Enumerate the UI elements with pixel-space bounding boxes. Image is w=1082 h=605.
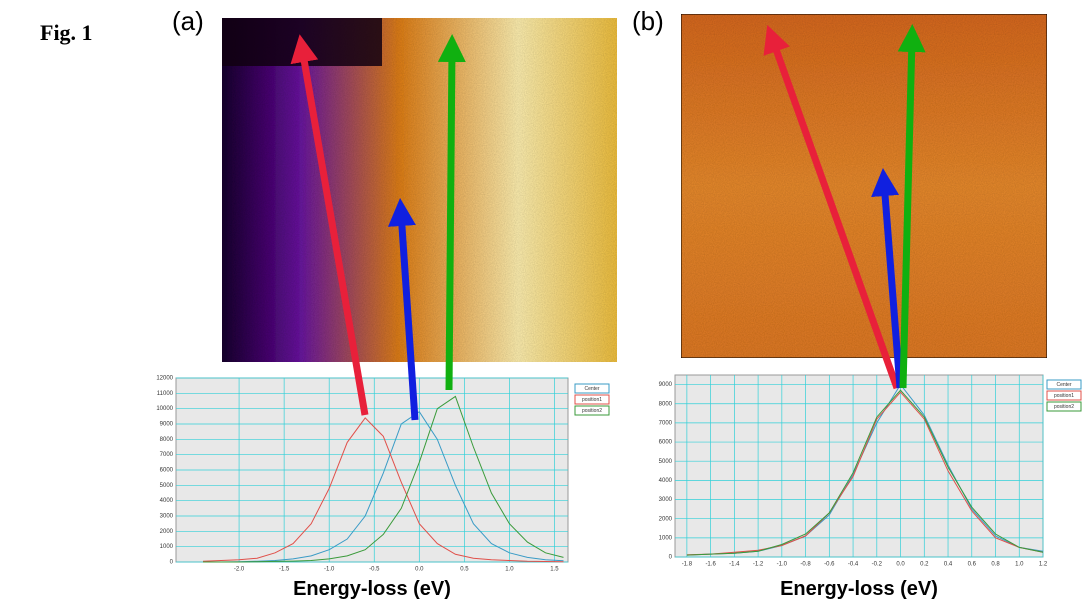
panel-label: (b) xyxy=(632,6,664,36)
y-tick-label: 3000 xyxy=(160,514,174,520)
legend-label: position1 xyxy=(1054,393,1074,399)
arrow xyxy=(763,24,901,390)
x-tick-label: 1.0 xyxy=(1015,562,1024,568)
y-tick-label: 9000 xyxy=(160,422,174,428)
legend-label: position2 xyxy=(582,408,602,414)
arrow xyxy=(387,198,419,421)
x-axis-label: Energy-loss (eV) xyxy=(780,578,938,600)
plots: (a) 0 1000 2000 3000 4000 5000 6000 7000 8000 9000… xyxy=(156,6,1082,600)
x-tick-label: -0.6 xyxy=(824,562,835,568)
image-a xyxy=(222,18,617,362)
series-line xyxy=(202,417,564,563)
x-tick-label: 1.0 xyxy=(505,567,514,573)
x-tick-label: -1.4 xyxy=(729,562,740,568)
series-line xyxy=(686,391,1044,556)
y-tick-label: 12000 xyxy=(156,376,173,382)
x-tick-label: -0.4 xyxy=(848,562,859,568)
y-tick-label: 0 xyxy=(669,555,673,561)
figure-label: Fig. 1 xyxy=(40,20,93,45)
x-tick-label: -0.5 xyxy=(369,567,380,573)
arrow xyxy=(897,24,926,389)
panel-label: (a) xyxy=(172,6,204,36)
plot-area xyxy=(674,374,1044,558)
y-tick-label: 4000 xyxy=(160,498,174,504)
x-axis-label: Energy-loss (eV) xyxy=(293,578,451,600)
y-tick-label: 8000 xyxy=(160,437,174,443)
x-tick-label: -1.0 xyxy=(324,567,335,573)
x-tick-label: 0.6 xyxy=(968,562,977,568)
legend-label: position1 xyxy=(582,397,602,403)
y-tick-label: 11000 xyxy=(157,391,174,397)
y-tick-label: 5000 xyxy=(160,483,174,489)
x-tick-label: -1.5 xyxy=(279,567,290,573)
x-tick-label: -1.8 xyxy=(682,562,693,568)
y-tick-label: 10000 xyxy=(156,406,173,412)
series-line xyxy=(686,389,1044,556)
series-line xyxy=(203,410,564,563)
x-tick-label: -1.6 xyxy=(705,562,716,568)
legend-box xyxy=(574,405,610,416)
x-tick-label: -2.0 xyxy=(234,567,245,573)
legend-box xyxy=(1046,390,1082,401)
y-tick-label: 7000 xyxy=(160,452,174,458)
x-tick-label: -1.0 xyxy=(777,562,788,568)
arrow xyxy=(871,168,904,389)
image-b xyxy=(680,13,1048,359)
x-tick-label: 1.5 xyxy=(550,567,559,573)
x-tick-label: 0.0 xyxy=(896,562,905,568)
y-tick-label: 8000 xyxy=(659,401,673,407)
x-tick-label: -0.8 xyxy=(800,562,811,568)
legend-label: Center xyxy=(584,386,599,392)
y-tick-label: 5000 xyxy=(659,459,673,465)
x-tick-label: 0.0 xyxy=(415,567,424,573)
legend-box xyxy=(1046,401,1082,412)
y-tick-label: 6000 xyxy=(160,468,174,474)
x-tick-label: 0.8 xyxy=(991,562,1000,568)
legend-box xyxy=(574,394,610,405)
legend-box xyxy=(574,383,610,394)
y-tick-label: 9000 xyxy=(659,382,673,388)
arrows xyxy=(290,24,926,421)
arrow xyxy=(290,34,369,416)
x-tick-label: 0.4 xyxy=(944,562,953,568)
y-tick-label: 6000 xyxy=(659,440,673,446)
y-tick-label: 4000 xyxy=(659,478,673,484)
y-tick-label: 7000 xyxy=(659,420,673,426)
legend-label: Center xyxy=(1056,382,1071,388)
y-tick-label: 2000 xyxy=(659,516,673,522)
y-tick-label: 0 xyxy=(170,560,174,566)
legend-label: position2 xyxy=(1054,404,1074,410)
arrow xyxy=(437,34,466,391)
y-tick-label: 2000 xyxy=(160,529,174,535)
legend-box xyxy=(1046,379,1082,390)
x-tick-label: -0.2 xyxy=(872,562,883,568)
y-tick-label: 1000 xyxy=(659,535,673,541)
x-tick-label: -1.2 xyxy=(753,562,764,568)
y-tick-label: 3000 xyxy=(659,497,673,503)
x-tick-label: 0.2 xyxy=(920,562,929,568)
x-tick-label: 1.2 xyxy=(1039,562,1048,568)
series-line xyxy=(203,395,564,563)
x-tick-label: 0.5 xyxy=(460,567,469,573)
y-tick-label: 1000 xyxy=(160,544,174,550)
